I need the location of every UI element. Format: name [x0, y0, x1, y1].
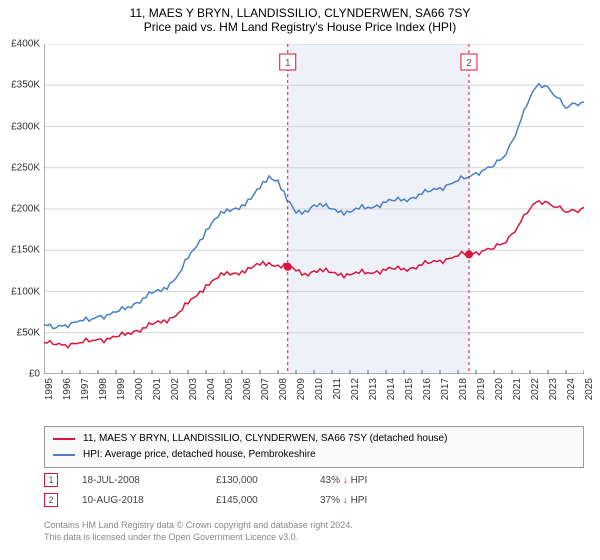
legend-text-hpi: HPI: Average price, detached house, Pemb… [83, 447, 316, 463]
x-tick-label: 2009 [296, 378, 307, 400]
chart-area: 12 [44, 44, 584, 374]
sale-price: £130,000 [216, 475, 296, 486]
x-tick-label: 2017 [440, 378, 451, 400]
x-tick-label: 2010 [314, 378, 325, 400]
x-tick-label: 2018 [458, 378, 469, 400]
title-line-2: Price paid vs. HM Land Registry's House … [0, 20, 600, 34]
x-tick-label: 2013 [368, 378, 379, 400]
sale-row: 1 18-JUL-2008 £130,000 43% ↓ HPI [44, 470, 584, 490]
y-tick-label: £0 [29, 369, 40, 380]
x-axis-labels: 1995 1996 1997 1998 1999 2000 2001 2002 2003 2004… [44, 374, 584, 434]
footer: Contains HM Land Registry data © Crown c… [44, 520, 584, 543]
legend: 11, MAES Y BRYN, LLANDISSILIO, CLYNDERWE… [44, 426, 584, 468]
svg-text:1: 1 [285, 58, 291, 69]
x-tick-label: 2016 [422, 378, 433, 400]
x-tick-label: 2000 [134, 378, 145, 400]
x-tick-label: 1996 [62, 378, 73, 400]
x-tick-label: 2012 [350, 378, 361, 400]
x-tick-label: 1999 [116, 378, 127, 400]
footer-line-2: This data is licensed under the Open Gov… [44, 532, 584, 544]
x-tick-label: 2001 [152, 378, 163, 400]
sale-date: 10-AUG-2018 [82, 495, 192, 506]
x-tick-label: 2007 [260, 378, 271, 400]
x-tick-label: 1997 [80, 378, 91, 400]
x-tick-label: 2019 [476, 378, 487, 400]
x-tick-label: 2020 [494, 378, 505, 400]
x-tick-label: 2014 [386, 378, 397, 400]
x-tick-label: 2008 [278, 378, 289, 400]
legend-row-hpi: HPI: Average price, detached house, Pemb… [53, 447, 575, 463]
sale-price: £145,000 [216, 495, 296, 506]
x-tick-label: 2011 [332, 378, 343, 400]
x-tick-label: 2005 [224, 378, 235, 400]
legend-swatch-property [53, 438, 75, 440]
sale-marker-badge: 2 [44, 493, 58, 507]
y-tick-label: £200K [11, 204, 40, 215]
x-tick-label: 2024 [566, 378, 577, 400]
y-axis-labels: £0£50K£100K£150K£200K£250K£300K£350K£400… [0, 44, 44, 374]
x-tick-label: 2003 [188, 378, 199, 400]
title-line-1: 11, MAES Y BRYN, LLANDISSILIO, CLYNDERWE… [0, 6, 600, 20]
sale-vs-hpi: 43% ↓ HPI [320, 475, 420, 486]
x-tick-label: 2002 [170, 378, 181, 400]
x-tick-label: 2015 [404, 378, 415, 400]
x-tick-label: 2021 [512, 378, 523, 400]
x-tick-label: 2022 [530, 378, 541, 400]
y-tick-label: £350K [11, 80, 40, 91]
sale-row: 2 10-AUG-2018 £145,000 37% ↓ HPI [44, 490, 584, 510]
legend-text-property: 11, MAES Y BRYN, LLANDISSILIO, CLYNDERWE… [83, 431, 447, 447]
footer-line-1: Contains HM Land Registry data © Crown c… [44, 520, 584, 532]
y-tick-label: £50K [17, 327, 40, 338]
y-tick-label: £400K [11, 39, 40, 50]
title-block: 11, MAES Y BRYN, LLANDISSILIO, CLYNDERWE… [0, 0, 600, 36]
x-tick-label: 1998 [98, 378, 109, 400]
y-tick-label: £250K [11, 162, 40, 173]
chart-svg: 12 [44, 44, 584, 374]
sale-table: 1 18-JUL-2008 £130,000 43% ↓ HPI 2 10-AUG-201… [44, 470, 584, 510]
x-tick-label: 2025 [584, 378, 595, 400]
x-tick-label: 2004 [206, 378, 217, 400]
sale-vs-hpi: 37% ↓ HPI [320, 495, 420, 506]
x-tick-label: 2023 [548, 378, 559, 400]
svg-text:2: 2 [466, 58, 472, 69]
y-tick-label: £100K [11, 286, 40, 297]
sale-date: 18-JUL-2008 [82, 475, 192, 486]
x-tick-label: 1995 [44, 378, 55, 400]
sale-marker-badge: 1 [44, 473, 58, 487]
x-tick-label: 2006 [242, 378, 253, 400]
y-tick-label: £300K [11, 121, 40, 132]
y-tick-label: £150K [11, 245, 40, 256]
legend-swatch-hpi [53, 454, 75, 456]
legend-row-property: 11, MAES Y BRYN, LLANDISSILIO, CLYNDERWE… [53, 431, 575, 447]
